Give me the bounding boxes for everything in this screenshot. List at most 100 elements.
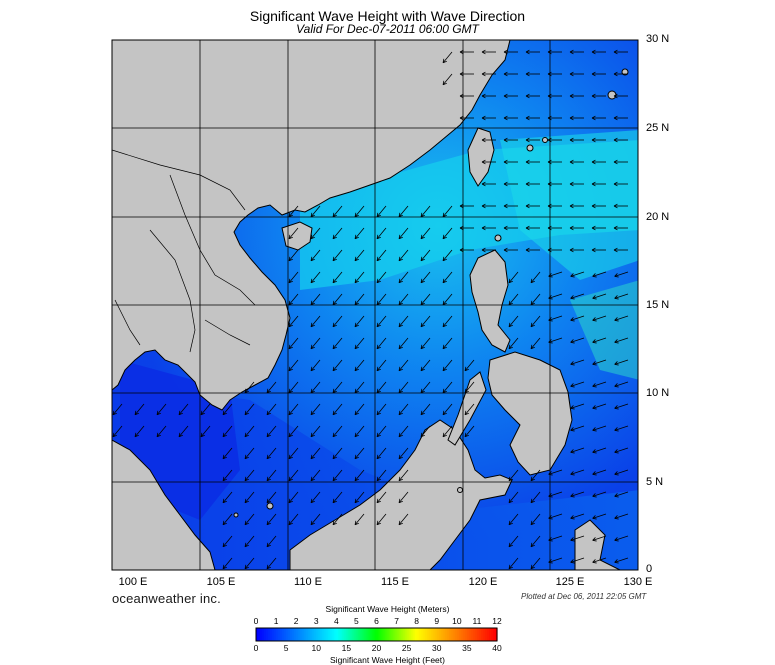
wave-arrow <box>354 491 365 504</box>
wave-arrow-head <box>548 517 553 520</box>
wave-arrow-head <box>614 495 619 498</box>
wave-arrow-head <box>591 95 596 99</box>
lon-label-120: 120 E <box>468 576 498 588</box>
lon-label-100: 100 E <box>118 576 148 588</box>
colorbar-segment <box>280 628 283 641</box>
lat-label-5: 5 N <box>646 476 664 488</box>
wave-arrow <box>570 491 585 497</box>
wave-arrow-head <box>354 234 357 239</box>
wave-arrow-head <box>508 476 511 481</box>
wave-arrow-head <box>614 319 619 322</box>
wave-arrow-head <box>481 139 486 143</box>
wave-arrow <box>332 513 343 526</box>
wave-arrow <box>354 381 365 394</box>
wave-arrow <box>442 51 453 64</box>
wave-arrow-head <box>112 412 117 416</box>
wave-arrow-head <box>614 295 618 299</box>
wave-arrow-head <box>420 432 423 437</box>
wave-arrow-head <box>592 493 596 497</box>
wave-arrow-head <box>354 324 359 328</box>
wave-arrow-head <box>310 410 313 415</box>
wave-arrow-head <box>398 236 403 240</box>
lat-lon-grid <box>112 40 638 570</box>
colorbar-tick-meters: 5 <box>354 616 359 626</box>
wave-arrow <box>222 425 233 438</box>
colorbar-segment <box>440 628 444 641</box>
wave-arrow <box>134 403 145 416</box>
wave-arrow <box>548 293 563 299</box>
wave-arrow-head <box>310 214 315 218</box>
wave-arrow <box>420 425 431 438</box>
colorbar-segment <box>408 628 412 641</box>
wave-arrow-head <box>288 258 293 262</box>
colorbar-segment <box>428 628 432 641</box>
wave-arrow-head <box>332 212 335 217</box>
land-hainan <box>281 221 313 251</box>
wave-arrow <box>332 425 343 438</box>
wave-arrow-head <box>288 324 293 328</box>
wave-arrow-head <box>222 456 227 460</box>
wave-arrow <box>288 447 299 460</box>
wave-arrow-head <box>288 322 291 327</box>
wave-arrow <box>592 271 607 277</box>
wave-arrow <box>310 513 321 526</box>
wave-arrow-head <box>530 564 533 569</box>
wave-arrow-head <box>420 212 423 217</box>
wave-arrow-head <box>310 256 313 261</box>
wave-arrow-head <box>481 71 486 75</box>
wave-arrow <box>266 381 277 394</box>
wave-arrow-head <box>376 212 379 217</box>
wave-arrow-head <box>614 515 618 519</box>
wave-arrow <box>442 73 453 86</box>
wave-arrow <box>310 227 321 240</box>
wave-arrow-head <box>112 432 115 437</box>
wave-arrow <box>398 447 409 460</box>
wave-arrow-head <box>310 498 313 503</box>
wave-arrow-head <box>592 383 596 387</box>
wave-arrow-head <box>288 346 293 350</box>
wave-arrow <box>570 535 585 541</box>
wave-arrow <box>354 513 365 526</box>
wave-arrow-head <box>398 280 403 284</box>
wave-arrow-head <box>354 456 359 460</box>
wave-arrow-head <box>222 412 227 416</box>
wave-arrow-head <box>525 161 530 165</box>
wave-arrow <box>222 469 233 482</box>
wave-arrow <box>288 205 299 218</box>
wave-arrow-head <box>420 234 423 239</box>
wave-arrow <box>112 425 123 438</box>
wave-arrow-head <box>613 247 618 251</box>
wave-arrow-head <box>481 205 486 209</box>
wave-arrow-head <box>354 432 357 437</box>
wave-arrow-head <box>503 159 508 163</box>
wave-arrow <box>178 403 189 416</box>
wave-arrow-head <box>569 137 574 141</box>
wave-arrow-head <box>592 451 597 454</box>
wave-arrow-head <box>310 478 315 482</box>
colorbar-tick-meters: 4 <box>333 616 339 626</box>
wave-arrow <box>310 249 321 262</box>
wave-arrow-head <box>613 249 618 253</box>
wave-arrow <box>464 359 475 372</box>
wave-arrow-head <box>332 324 337 328</box>
colorbar-segment <box>420 628 424 641</box>
colorbar-segment <box>476 628 480 641</box>
wave-arrow-head <box>525 49 530 53</box>
wave-arrow <box>398 315 409 328</box>
wave-arrow-head <box>570 319 575 322</box>
wave-arrow-head <box>310 390 315 394</box>
wave-arrow-head <box>288 478 293 482</box>
wave-arrow-head <box>112 434 117 438</box>
wave-arrow-head <box>266 498 269 503</box>
land-mainland <box>112 40 511 411</box>
wave-arrow-head <box>266 412 271 416</box>
wave-arrow-head <box>464 434 469 438</box>
wave-arrow-head <box>354 300 357 305</box>
colorbar-segment <box>270 628 273 641</box>
wave-arrow <box>310 205 321 218</box>
wave-arrow-head <box>570 407 575 410</box>
colorbar-tick-meters: 7 <box>394 616 399 626</box>
wave-arrow <box>592 469 607 475</box>
wave-arrow-head <box>525 137 530 141</box>
wave-arrow-head <box>310 324 315 328</box>
